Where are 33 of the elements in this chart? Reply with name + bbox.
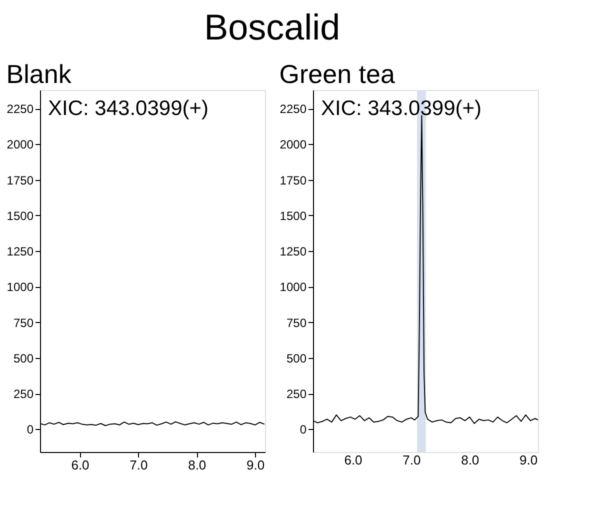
y-tick-label: 2000 [6, 138, 34, 152]
y-tick-label: 1250 [6, 244, 34, 259]
annotation: XIC: 343.0399(+) [321, 97, 482, 120]
chart-title: Blank [6, 59, 72, 89]
y-tick-label: 1000 [280, 280, 307, 294]
y-tick-label: 1500 [6, 208, 34, 223]
y-tick-label: 1250 [280, 244, 307, 259]
x-tick-label: 8.0 [188, 458, 206, 472]
x-tick-label: 7.0 [402, 452, 421, 468]
y-tick-label: 2000 [280, 138, 307, 152]
y-tick-label: 1000 [6, 280, 34, 294]
chart-title: Green tea [279, 59, 396, 89]
x-tick-label: 8.0 [461, 452, 480, 468]
y-tick-label: 250 [13, 387, 34, 402]
x-tick-label: 7.0 [130, 458, 148, 472]
y-tick-label: 0 [300, 422, 307, 437]
x-tick-label: 6.0 [344, 452, 362, 468]
y-tick-label: 2250 [280, 102, 307, 116]
annotation: XIC: 343.0399(+) [48, 97, 209, 120]
y-tick-label: 1750 [280, 173, 307, 188]
y-tick-label: 500 [13, 351, 34, 366]
y-tick-label: 1500 [280, 208, 307, 223]
text: Boscalid [204, 6, 340, 48]
y-tick-label: 2250 [6, 102, 34, 116]
y-tick-label: 500 [286, 351, 307, 366]
y-tick-label: 0 [26, 422, 34, 437]
y-tick-label: 750 [13, 316, 34, 330]
y-tick-label: 1750 [6, 173, 34, 188]
x-tick-label: 9.0 [520, 452, 538, 468]
y-tick-label: 250 [286, 387, 307, 402]
x-tick-label: 6.0 [71, 458, 90, 472]
x-tick-label: 9.0 [246, 458, 265, 472]
y-tick-label: 750 [286, 316, 307, 330]
